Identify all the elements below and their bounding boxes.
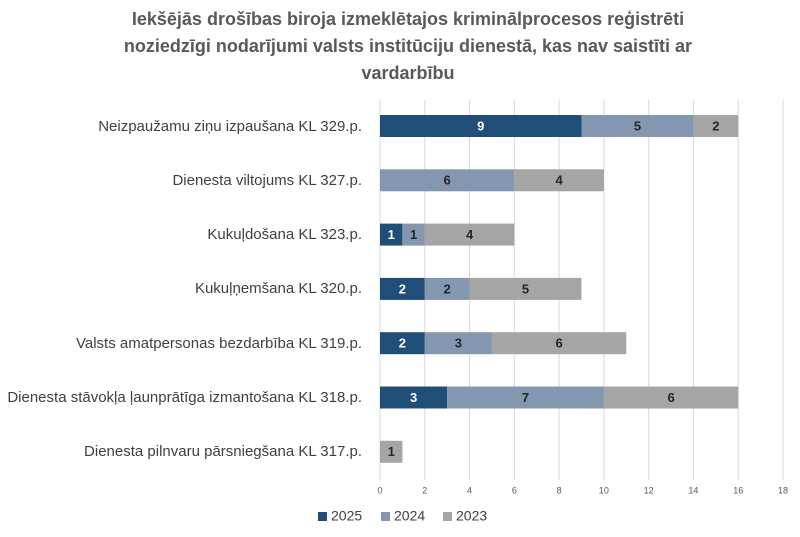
x-tick-label: 12 xyxy=(644,485,654,495)
bar-segment xyxy=(514,169,604,192)
category-label-text: Kukuļņemšana KL 320.p. xyxy=(194,280,362,298)
bar-segment xyxy=(380,386,448,409)
bar-segment xyxy=(491,332,627,355)
category-label: Dienesta pilnvaru pārsniegšana KL 317.p. xyxy=(2,432,362,472)
data-label: 5 xyxy=(634,118,641,133)
x-tick-label: 6 xyxy=(512,485,517,495)
legend-swatch xyxy=(318,512,327,521)
data-label: 3 xyxy=(455,336,462,351)
chart-title-text: vardarbību xyxy=(361,63,455,83)
bar-segment xyxy=(380,332,425,355)
data-label: 6 xyxy=(555,336,562,351)
bar-segment xyxy=(380,277,425,300)
category-label: Kukuļņemšana KL 320.p. xyxy=(2,269,362,309)
x-tick-label: 10 xyxy=(599,485,609,495)
data-label: 2 xyxy=(712,118,719,133)
x-tick-label: 18 xyxy=(778,485,788,495)
category-label: Neizpaužamu ziņu izpaušana KL 329.p. xyxy=(2,106,362,146)
category-label-text: Dienesta pilnvaru pārsniegšana KL 317.p. xyxy=(84,443,362,461)
legend-label: 2025 xyxy=(331,508,362,524)
chart-title: Iekšējās drošības biroja izmeklētajos kr… xyxy=(0,9,800,30)
x-tick-label: 0 xyxy=(377,485,382,495)
x-tick-label: 2 xyxy=(422,485,427,495)
category-label-text: Neizpaužamu ziņu izpaušana KL 329.p. xyxy=(98,117,362,135)
bar-segment xyxy=(380,440,403,463)
data-label: 2 xyxy=(444,281,451,296)
category-label-text: Kukuļdošana KL 323.p. xyxy=(207,226,362,244)
chart-title: vardarbību xyxy=(0,63,800,84)
data-label: 2 xyxy=(399,281,406,296)
data-label: 1 xyxy=(388,227,395,242)
category-label: Dienesta stāvokļa ļaunprātīga izmantošan… xyxy=(2,378,362,418)
legend-swatch xyxy=(381,512,390,521)
data-label: 7 xyxy=(522,390,529,405)
bar-segment xyxy=(693,115,739,137)
data-label: 4 xyxy=(555,173,563,188)
category-label: Kukuļdošana KL 323.p. xyxy=(2,215,362,255)
chart-title-text: Iekšējās drošības biroja izmeklētajos kr… xyxy=(131,9,685,29)
bar-segment xyxy=(380,115,582,137)
chart-title-text: noziedzīgi nodarījumi valsts institūciju… xyxy=(123,36,693,56)
bar-segment xyxy=(447,386,604,409)
bar-segment xyxy=(402,223,425,246)
legend-label: 2023 xyxy=(456,508,487,524)
x-tick-label: 14 xyxy=(688,485,698,495)
data-label: 9 xyxy=(477,118,484,133)
bar-segment xyxy=(469,277,582,300)
data-label: 1 xyxy=(388,444,395,459)
x-tick-label: 8 xyxy=(557,485,562,495)
data-label: 1 xyxy=(410,227,417,242)
data-label: 5 xyxy=(522,281,529,296)
category-label-text: Valsts amatpersonas bezdarbība KL 319.p. xyxy=(75,334,362,352)
x-tick-label: 4 xyxy=(467,485,472,495)
data-label: 6 xyxy=(444,173,451,188)
bar-segment xyxy=(380,169,515,192)
data-label: 6 xyxy=(667,390,674,405)
category-label-text: Dienesta viltojums KL 327.p. xyxy=(172,171,362,189)
legend-swatch xyxy=(443,512,452,521)
data-label: 3 xyxy=(410,390,417,405)
bar-segment xyxy=(424,277,470,300)
legend-label: 2024 xyxy=(394,508,425,524)
bar-segment xyxy=(380,223,403,246)
category-label: Valsts amatpersonas bezdarbība KL 319.p. xyxy=(2,323,362,363)
data-label: 2 xyxy=(399,336,406,351)
bar-segment xyxy=(424,332,492,355)
bar-segment xyxy=(424,223,515,246)
x-tick-label: 16 xyxy=(733,485,743,495)
bar-segment xyxy=(603,386,739,409)
category-label-text: Dienesta stāvokļa ļaunprātīga izmantošan… xyxy=(7,389,362,406)
data-label: 4 xyxy=(466,227,474,242)
category-label: Dienesta viltojums KL 327.p. xyxy=(2,160,362,200)
chart-title: noziedzīgi nodarījumi valsts institūciju… xyxy=(0,36,800,57)
bar-segment xyxy=(581,115,694,137)
